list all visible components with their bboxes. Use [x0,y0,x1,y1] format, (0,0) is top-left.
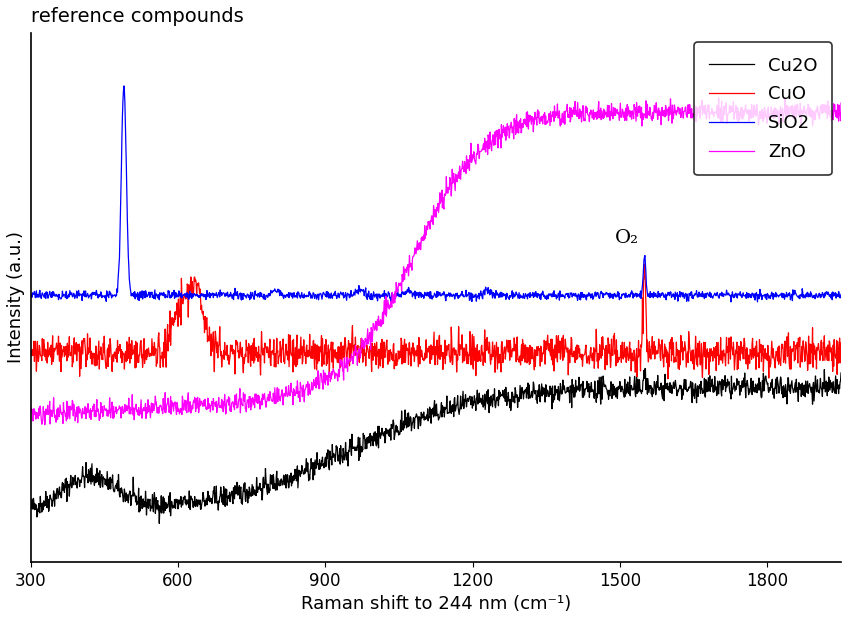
CuO [766,360,776,367]
SiO2 [836,291,846,298]
Cu2O [509,392,519,400]
CuO [509,347,519,354]
Text: O₂: O₂ [616,229,639,247]
CuO [836,339,846,347]
Line: ZnO: ZnO [31,98,841,425]
Cu2O [836,369,846,376]
CuO [663,375,673,383]
CuO [376,339,386,347]
Line: SiO2: SiO2 [31,86,841,302]
SiO2 [766,293,776,301]
ZnO [509,115,519,122]
ZnO [40,421,50,428]
SiO2 [509,293,519,301]
SiO2 [407,289,417,296]
ZnO [836,99,846,107]
ZnO [766,114,776,122]
SiO2 [119,82,129,90]
ZnO [713,94,723,102]
Cu2O [154,520,165,527]
ZnO [25,409,36,417]
CuO [390,362,400,370]
SiO2 [391,291,401,298]
ZnO [377,317,387,324]
Cu2O [88,472,98,479]
SiO2 [25,291,36,298]
Cu2O [766,380,776,388]
ZnO [391,294,401,301]
CuO [639,260,650,268]
CuO [88,353,98,360]
X-axis label: Raman shift to 244 nm (cm⁻¹): Raman shift to 244 nm (cm⁻¹) [301,595,571,613]
SiO2 [377,291,387,299]
SiO2 [752,298,762,306]
Text: reference compounds: reference compounds [31,7,243,26]
Cu2O [640,365,650,372]
ZnO [89,401,99,408]
Cu2O [407,422,417,430]
Y-axis label: Intensity (a.u.): Intensity (a.u.) [7,231,25,363]
SiO2 [88,291,98,298]
CuO [25,344,36,352]
Cu2O [391,425,401,432]
Legend: Cu2O, CuO, SiO2, ZnO: Cu2O, CuO, SiO2, ZnO [694,42,832,175]
ZnO [407,267,417,274]
Cu2O [25,502,36,509]
CuO [406,345,416,352]
Line: CuO: CuO [31,264,841,379]
Cu2O [377,431,387,438]
Line: Cu2O: Cu2O [31,368,841,523]
